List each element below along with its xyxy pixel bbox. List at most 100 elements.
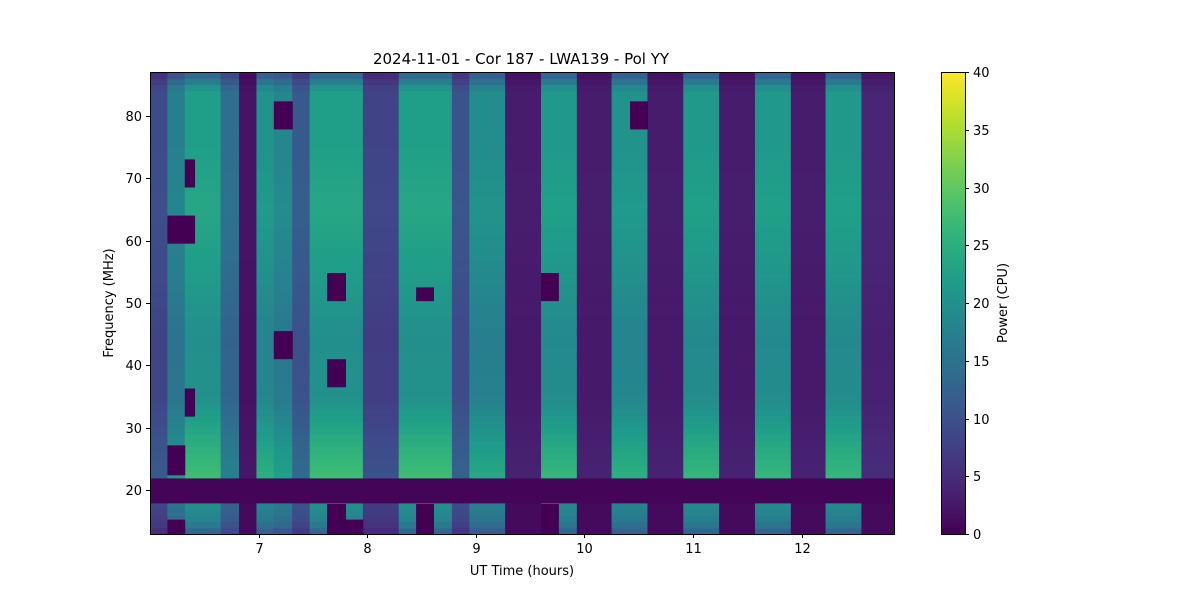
heatmap-cell bbox=[576, 221, 613, 229]
heatmap-cell bbox=[790, 234, 827, 242]
heatmap-cell bbox=[719, 496, 756, 504]
heatmap-cell bbox=[256, 109, 275, 117]
heatmap-cell bbox=[683, 278, 720, 285]
heatmap-cell bbox=[167, 190, 186, 198]
heatmap-cell bbox=[790, 196, 827, 204]
heatmap-cell bbox=[611, 146, 649, 154]
heatmap-cell bbox=[683, 90, 720, 98]
heatmap-cell bbox=[150, 290, 168, 298]
heatmap-cell bbox=[754, 140, 792, 148]
heatmap-cell bbox=[167, 384, 186, 391]
heatmap-cell bbox=[754, 327, 792, 335]
heatmap-cell bbox=[220, 396, 240, 404]
heatmap-cell bbox=[220, 427, 240, 435]
heatmap-cell bbox=[505, 215, 542, 223]
heatmap-cell bbox=[611, 496, 649, 504]
heatmap-cell bbox=[273, 240, 293, 248]
heatmap-cell bbox=[647, 90, 684, 98]
heatmap-cell bbox=[220, 465, 240, 473]
heatmap-cell bbox=[362, 434, 400, 441]
heatmap-cell bbox=[150, 527, 168, 535]
heatmap-cell bbox=[825, 184, 863, 192]
heatmap-cell bbox=[861, 315, 895, 323]
heatmap-cell bbox=[451, 203, 470, 210]
heatmap-cell bbox=[150, 215, 168, 223]
heatmap-cell bbox=[239, 502, 258, 510]
heatmap-cell bbox=[719, 402, 756, 410]
heatmap-cell bbox=[825, 234, 863, 242]
heatmap-cell bbox=[309, 178, 364, 185]
heatmap-cell bbox=[184, 271, 222, 279]
heatmap-cell bbox=[167, 265, 186, 273]
heatmap-cell bbox=[754, 377, 792, 385]
heatmap-cell bbox=[398, 203, 453, 210]
heatmap-cell bbox=[647, 246, 684, 254]
heatmap-cell bbox=[505, 334, 542, 342]
heatmap-cell bbox=[292, 471, 311, 479]
heatmap-cell bbox=[505, 321, 542, 329]
heatmap-cell bbox=[167, 359, 186, 367]
heatmap-cell bbox=[541, 234, 578, 242]
heatmap-cell bbox=[825, 440, 863, 448]
heatmap-cell bbox=[576, 465, 613, 473]
heatmap-cell bbox=[825, 496, 863, 504]
heatmap-cell bbox=[790, 109, 827, 117]
heatmap-cell bbox=[790, 509, 827, 516]
heatmap-cell bbox=[541, 321, 578, 329]
heatmap-cell bbox=[398, 259, 453, 267]
heatmap-cell bbox=[469, 496, 506, 504]
heatmap-cell bbox=[256, 153, 275, 160]
heatmap-column bbox=[167, 72, 186, 535]
heatmap-cell bbox=[611, 209, 649, 217]
heatmap-cell bbox=[647, 477, 684, 485]
heatmap-cell bbox=[451, 502, 470, 510]
heatmap-cell bbox=[309, 427, 364, 435]
heatmap-cell bbox=[292, 90, 311, 98]
heatmap-cell bbox=[256, 96, 275, 104]
heatmap-cell bbox=[309, 134, 364, 142]
heatmap-cell bbox=[398, 409, 453, 416]
heatmap-cell bbox=[184, 209, 222, 217]
heatmap-cell bbox=[647, 72, 684, 79]
heatmap-cell bbox=[362, 271, 400, 279]
heatmap-cell bbox=[505, 440, 542, 448]
heatmap-cell bbox=[309, 196, 364, 204]
heatmap-cell bbox=[167, 209, 186, 217]
heatmap-cell bbox=[273, 96, 293, 104]
heatmap-cell bbox=[184, 265, 222, 273]
heatmap-cell bbox=[469, 334, 506, 342]
heatmap-cell bbox=[861, 309, 895, 317]
heatmap-cell bbox=[719, 527, 756, 535]
heatmap-cell bbox=[362, 278, 400, 285]
heatmap-cell bbox=[719, 109, 756, 117]
heatmap-cell bbox=[239, 459, 258, 466]
heatmap-cell bbox=[273, 421, 293, 429]
heatmap-cell bbox=[256, 178, 275, 185]
heatmap-cell bbox=[239, 509, 258, 516]
heatmap-cell bbox=[150, 72, 168, 79]
heatmap-cell bbox=[469, 365, 506, 373]
heatmap-cell bbox=[273, 365, 293, 373]
heatmap-cell bbox=[861, 490, 895, 498]
heatmap-cell bbox=[611, 396, 649, 404]
heatmap-cell bbox=[167, 240, 186, 248]
heatmap-cell bbox=[273, 159, 293, 167]
heatmap-cell bbox=[719, 240, 756, 248]
heatmap-cell bbox=[790, 384, 827, 391]
heatmap-cell bbox=[273, 440, 293, 448]
heatmap-cell bbox=[309, 259, 364, 267]
heatmap-cell bbox=[576, 78, 613, 86]
heatmap-cell bbox=[292, 496, 311, 504]
heatmap-cell bbox=[719, 409, 756, 416]
heatmap-cell bbox=[150, 365, 168, 373]
heatmap-cell bbox=[220, 128, 240, 136]
heatmap-cell bbox=[273, 165, 293, 173]
heatmap-cell bbox=[184, 259, 222, 267]
heatmap-cell bbox=[719, 140, 756, 148]
heatmap-cell bbox=[451, 78, 470, 86]
heatmap-cell bbox=[719, 90, 756, 98]
heatmap-cell bbox=[576, 128, 613, 136]
heatmap-cell bbox=[505, 465, 542, 473]
heatmap-cell bbox=[273, 290, 293, 298]
heatmap-cell bbox=[398, 165, 453, 173]
